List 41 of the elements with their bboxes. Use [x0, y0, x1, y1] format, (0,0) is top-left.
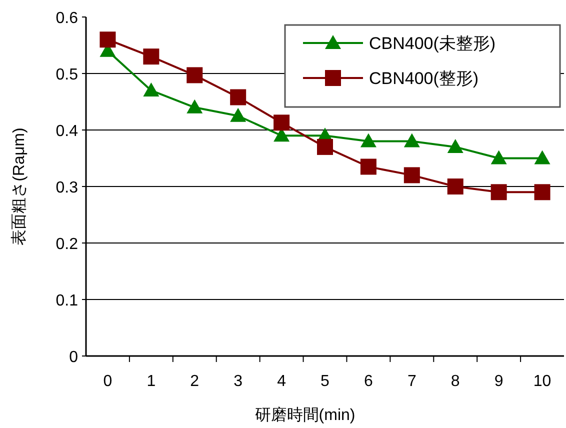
x-tick-label: 4: [277, 373, 286, 390]
legend-label: CBN400(整形): [369, 69, 479, 88]
point: [230, 108, 246, 122]
x-tick-label: 9: [494, 373, 504, 390]
y-axis-title: 表面粗さ(Raμm): [10, 128, 28, 246]
point: [317, 138, 333, 155]
y-tick-label: 0: [69, 349, 78, 366]
y-tick-label: 0.2: [56, 236, 78, 253]
point: [143, 48, 160, 65]
point: [490, 150, 507, 164]
point: [360, 133, 376, 148]
x-tick-label: 0: [103, 373, 112, 390]
y-tick-label: 0.1: [56, 292, 78, 310]
x-tick-label: 10: [533, 373, 552, 390]
point: [404, 133, 420, 148]
point: [534, 150, 550, 164]
x-tick-label: 3: [234, 373, 243, 390]
x-tick-label: 5: [320, 373, 330, 390]
point: [534, 184, 550, 200]
point: [447, 138, 464, 153]
y-tick-label: 0.6: [56, 10, 78, 27]
point: [447, 178, 464, 194]
x-tick-label: 1: [146, 373, 156, 390]
point: [490, 184, 507, 200]
y-tick-label: 0.3: [56, 180, 78, 196]
point: [143, 82, 160, 96]
point: [186, 99, 203, 114]
x-tick-label: 8: [450, 373, 460, 390]
y-tick-label: 0.5: [56, 66, 78, 84]
x-axis-title: 研磨時間(min): [254, 406, 356, 424]
x-tick-label: 7: [407, 373, 416, 390]
point: [360, 158, 376, 175]
point: [230, 89, 246, 106]
legend-label: CBN400(未整形): [369, 34, 496, 53]
point: [274, 114, 290, 131]
point: [186, 67, 203, 84]
x-tick-label: 2: [190, 373, 200, 390]
x-tick-label: 6: [364, 373, 373, 390]
y-tick-label: 0.4: [56, 123, 78, 140]
point: [404, 167, 420, 184]
point: [100, 32, 116, 48]
